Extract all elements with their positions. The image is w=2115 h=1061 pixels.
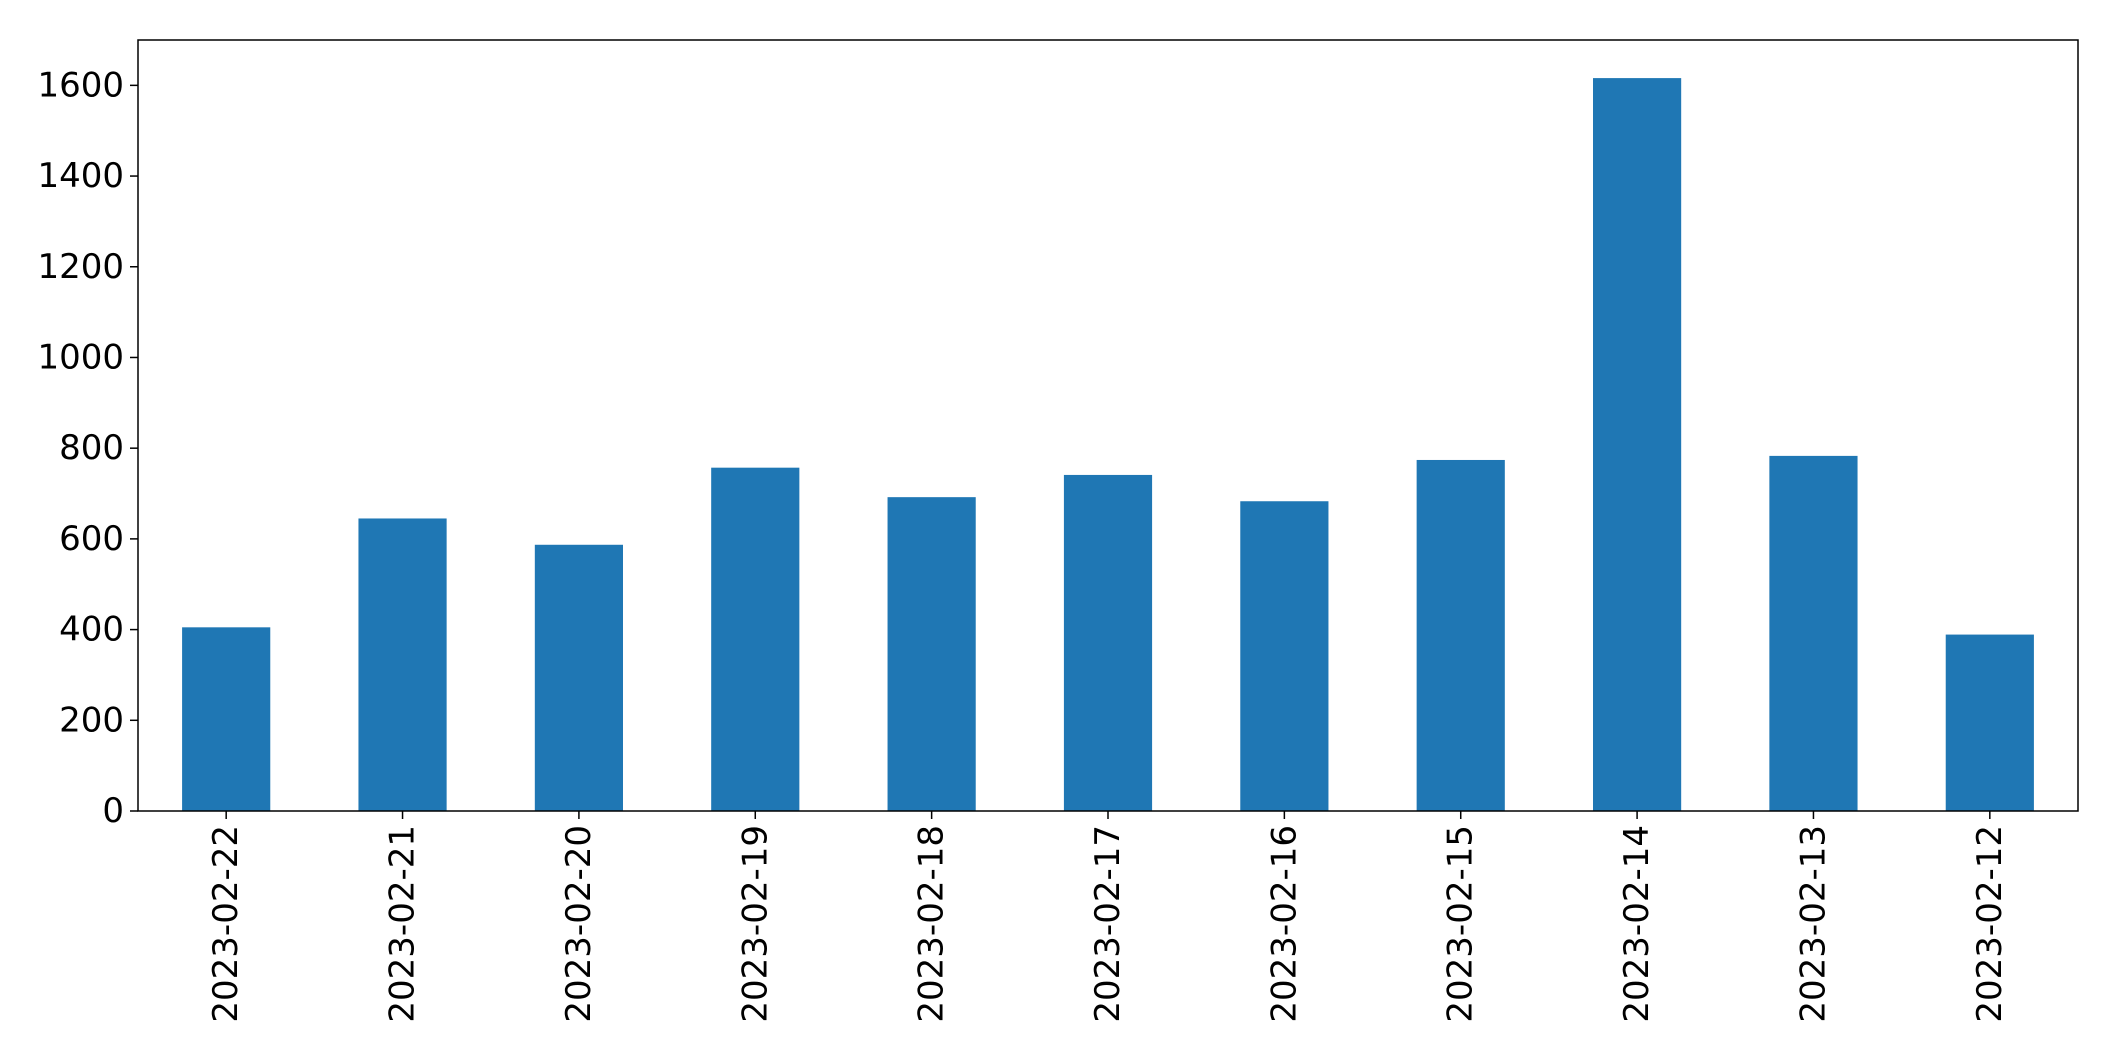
bar-2023-02-14 [1593, 78, 1682, 811]
x-tick-label: 2023-02-16 [1264, 825, 1304, 1023]
bar-2023-02-19 [711, 467, 800, 811]
x-tick-label: 2023-02-17 [1088, 825, 1128, 1023]
y-tick-label: 1000 [37, 337, 124, 377]
bar-2023-02-22 [182, 627, 271, 811]
x-tick-label: 2023-02-18 [912, 825, 952, 1023]
x-tick-label: 2023-02-14 [1617, 825, 1657, 1023]
x-tick-label: 2023-02-13 [1793, 825, 1833, 1023]
x-axis: 2023-02-22 2023-02-21 2023-02-20 2023-02-19… [206, 811, 2010, 1023]
y-tick-label: 0 [102, 791, 124, 831]
y-tick-label: 600 [59, 519, 124, 559]
y-axis: 0 200 400 600 800 1000 1200 1400 1600 [37, 65, 138, 831]
x-tick-label: 2023-02-21 [383, 825, 423, 1023]
y-tick-label: 800 [59, 428, 124, 468]
y-tick-label: 400 [59, 610, 124, 650]
y-tick-label: 1400 [37, 156, 124, 196]
bar-2023-02-15 [1416, 459, 1505, 811]
bars-group [182, 78, 2034, 811]
bar-2023-02-13 [1769, 455, 1858, 811]
bar-2023-02-20 [534, 544, 623, 811]
bar-2023-02-12 [1945, 634, 2034, 811]
x-tick-label: 2023-02-20 [559, 825, 599, 1023]
plot-frame [137, 39, 2079, 812]
y-tick-label: 1600 [37, 65, 124, 105]
x-tick-label: 2023-02-19 [735, 825, 775, 1023]
y-tick-label: 1200 [37, 247, 124, 287]
x-tick-label: 2023-02-15 [1441, 825, 1481, 1023]
y-tick-label: 200 [59, 700, 124, 740]
bar-2023-02-16 [1240, 501, 1329, 811]
x-tick-label: 2023-02-12 [1970, 825, 2010, 1023]
bar-2023-02-21 [358, 518, 447, 811]
x-tick-label: 2023-02-22 [206, 825, 246, 1023]
bar-2023-02-17 [1063, 474, 1153, 811]
bar-2023-02-18 [887, 497, 976, 811]
